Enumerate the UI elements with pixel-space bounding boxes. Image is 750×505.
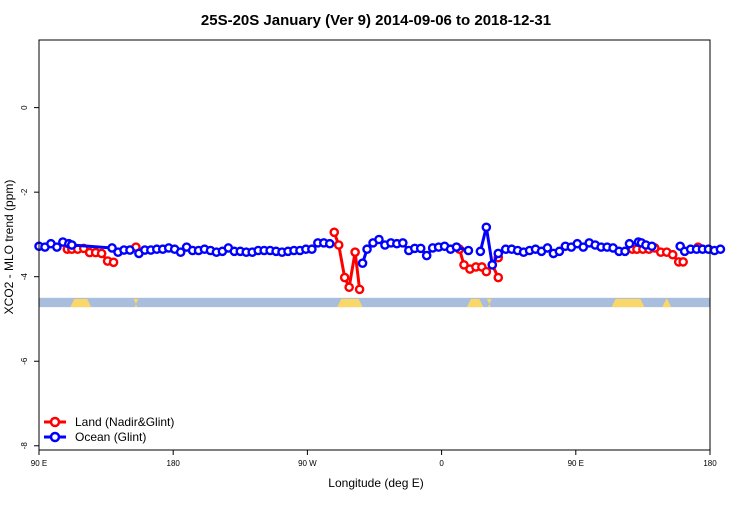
legend: Land (Nadir&Glint) Ocean (Glint): [44, 415, 174, 444]
y-tick-label: 0: [20, 105, 29, 110]
data-point: [362, 244, 372, 255]
data-point: [542, 243, 553, 253]
legend-land-marker: [49, 416, 61, 428]
data-point: [451, 242, 462, 252]
ocean-band: [39, 297, 710, 308]
land-band-patch: [337, 298, 363, 308]
land-band-patch: [611, 298, 645, 308]
x-tick-label: 180: [167, 459, 181, 468]
data-point: [324, 238, 335, 249]
legend-ocean-marker: [49, 431, 61, 443]
data-point: [415, 243, 426, 254]
y-tick-label: -4: [20, 273, 29, 281]
land-band-patch: [70, 298, 92, 308]
data-point: [715, 244, 726, 255]
data-point: [354, 284, 365, 295]
data-point: [67, 240, 77, 250]
data-point: [493, 272, 504, 283]
land-band-patch: [133, 298, 139, 308]
data-point: [333, 240, 344, 250]
y-tick-label: -6: [20, 357, 29, 365]
y-tick-label: -8: [20, 442, 29, 450]
data-point: [481, 266, 492, 277]
series-ocean: [34, 222, 726, 270]
y-tick-label: -2: [20, 188, 29, 196]
series-line: [478, 225, 500, 267]
data-point: [463, 245, 474, 256]
data-point: [125, 245, 135, 255]
data-point: [107, 243, 117, 253]
y-axis-title: XCO2 - MLO trend (ppm): [2, 180, 16, 315]
data-point: [678, 257, 688, 267]
data-point: [620, 246, 630, 257]
data-point: [421, 250, 432, 261]
chart-title: 25S-20S January (Ver 9) 2014-09-06 to 20…: [201, 12, 551, 29]
x-tick-label: 180: [703, 459, 717, 468]
data-point: [493, 248, 504, 259]
land-band-patch: [466, 298, 484, 308]
data-point: [175, 247, 186, 257]
data-point: [578, 242, 589, 252]
data-point: [52, 242, 62, 252]
data-point: [487, 260, 498, 270]
data-point: [96, 248, 107, 259]
data-point: [329, 227, 340, 238]
data-point: [357, 258, 368, 268]
data-point: [475, 246, 486, 257]
plot-frame: [38, 39, 711, 451]
data-point: [398, 238, 408, 248]
data-point: [667, 249, 678, 260]
data-point: [624, 238, 635, 249]
series-layer: [34, 222, 726, 295]
x-axis-title: Longitude (deg E): [328, 476, 423, 490]
data-point: [350, 247, 360, 257]
legend-ocean-label: Ocean (Glint): [75, 430, 146, 444]
y-axis: 0 -2 -4 -6 -8: [20, 105, 39, 449]
x-tick-label: 90 E: [568, 459, 584, 468]
legend-land-label: Land (Nadir&Glint): [75, 415, 174, 429]
x-axis: 90 E 180 90 W 0 90 E 180: [31, 450, 717, 468]
x-tick-label: 0: [439, 459, 444, 468]
surface-type-band: [39, 297, 710, 308]
x-tick-label: 90 W: [298, 459, 317, 468]
data-point: [344, 282, 354, 293]
data-point: [459, 260, 469, 270]
data-point: [481, 222, 492, 233]
data-point: [374, 234, 384, 245]
land-band-patch: [662, 298, 672, 308]
data-point: [554, 246, 565, 257]
land-band-patch: [486, 298, 492, 308]
data-point: [647, 241, 657, 252]
x-tick-label: 90 E: [31, 459, 47, 468]
data-point: [307, 244, 317, 255]
data-point: [339, 272, 350, 283]
data-point: [108, 257, 119, 268]
